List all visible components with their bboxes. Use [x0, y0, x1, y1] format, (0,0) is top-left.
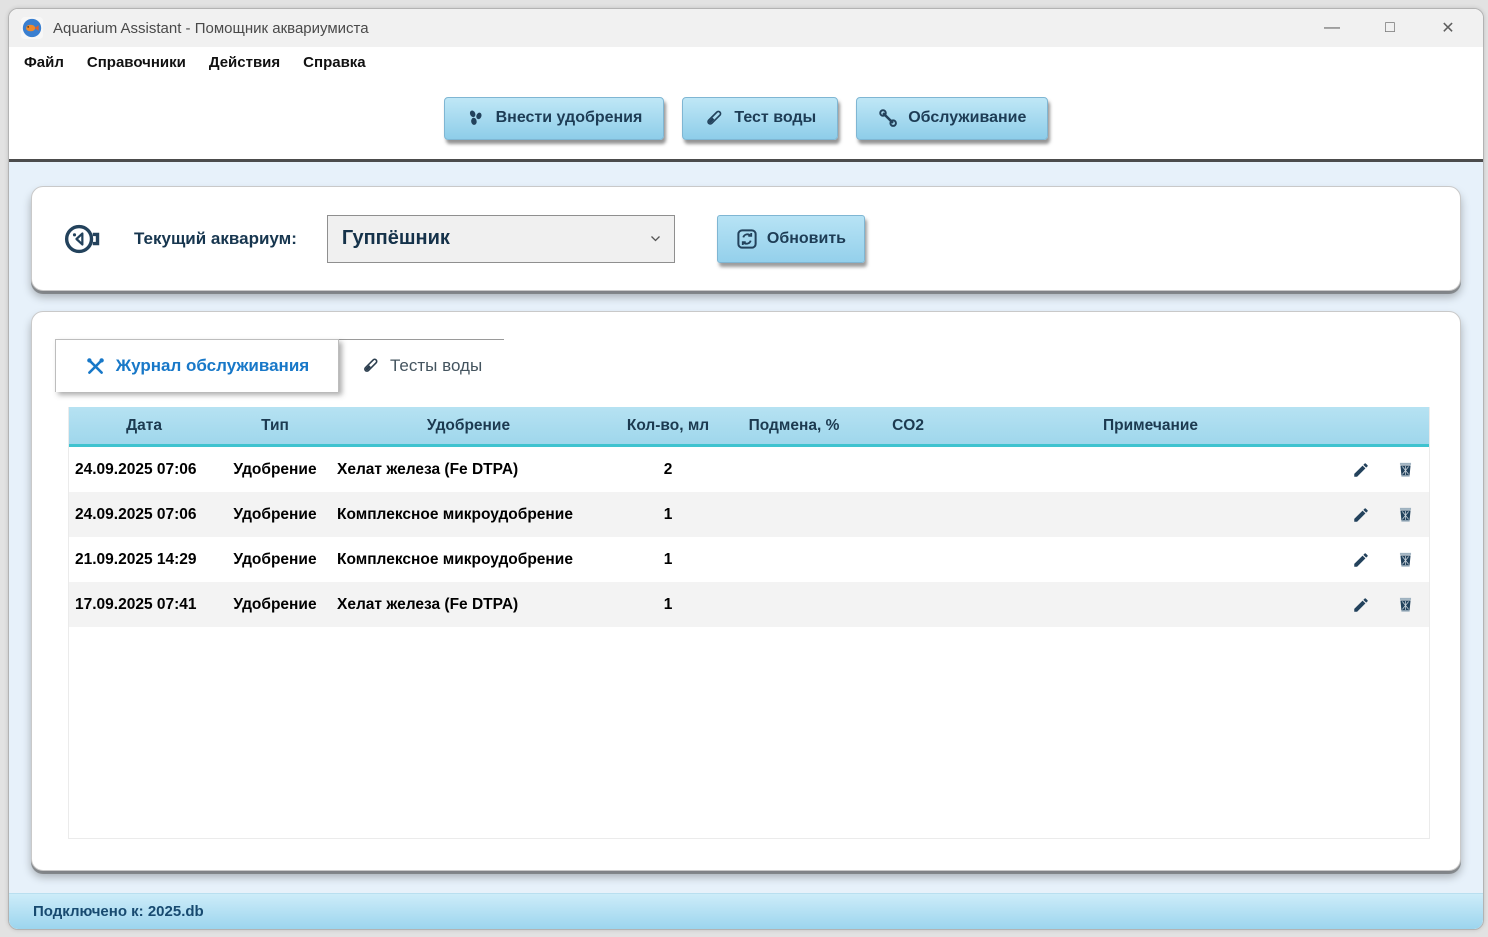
status-text: Подключено к: 2025.db	[33, 903, 204, 920]
cell-fertilizer: Хелат железа (Fe DTPA)	[337, 595, 519, 613]
maximize-button[interactable]: □	[1385, 19, 1395, 36]
tab-maintenance-journal-label: Журнал обслуживания	[115, 356, 310, 375]
status-bar: Подключено к: 2025.db	[9, 893, 1483, 929]
maintenance-button[interactable]: Обслуживание	[856, 96, 1049, 140]
title-bar: Aquarium Assistant - Помощник аквариумис…	[9, 9, 1483, 47]
client-area: Текущий аквариум: Гуппёшник Обновить	[9, 162, 1483, 893]
cell-date: 21.09.2025 14:29	[75, 550, 197, 568]
column-header-amount: Кол-во, мл	[626, 416, 710, 434]
chevron-down-icon	[650, 235, 660, 241]
fertilizer-drops-icon	[469, 110, 482, 125]
edit-pencil-icon[interactable]	[1352, 461, 1370, 479]
cell-amount: 1	[663, 550, 673, 568]
cell-fertilizer: Комплексное микроудобрение	[337, 550, 573, 568]
column-header-fertilizer: Удобрение	[426, 416, 511, 434]
cell-fertilizer: Хелат железа (Fe DTPA)	[337, 460, 519, 478]
table-row[interactable]: 17.09.2025 07:41 Удобрение Хелат железа …	[69, 582, 1429, 627]
toolbar: Внести удобрения Тест воды Обслуживание	[9, 77, 1483, 159]
menu-bar: Файл Справочники Действия Справка	[9, 47, 1483, 77]
crossed-tools-icon	[86, 357, 104, 374]
refresh-label: Обновить	[766, 229, 846, 247]
column-header-co2: CO2	[892, 416, 924, 434]
app-window: Aquarium Assistant - Помощник аквариумис…	[8, 8, 1484, 930]
maintenance-table: Дата Тип Удобрение Кол-во, мл Подмена, %…	[68, 407, 1430, 839]
column-header-type: Тип	[261, 416, 289, 434]
window-title: Aquarium Assistant - Помощник аквариумис…	[53, 19, 369, 37]
delete-trash-icon[interactable]	[1396, 460, 1415, 479]
edit-pencil-icon[interactable]	[1352, 506, 1370, 524]
edit-pencil-icon[interactable]	[1352, 596, 1370, 614]
water-test-button[interactable]: Тест воды	[682, 96, 839, 140]
delete-trash-icon[interactable]	[1396, 595, 1415, 614]
maintenance-table-body: 24.09.2025 07:06 Удобрение Хелат железа …	[69, 447, 1429, 627]
menu-actions[interactable]: Действия	[208, 53, 281, 71]
test-tube-icon	[707, 110, 722, 125]
edit-pencil-icon[interactable]	[1352, 551, 1370, 569]
table-row[interactable]: 24.09.2025 07:06 Удобрение Хелат железа …	[69, 447, 1429, 492]
menu-references[interactable]: Справочники	[86, 53, 186, 71]
add-fertilizer-button[interactable]: Внести удобрения	[443, 96, 665, 140]
add-fertilizer-label: Внести удобрения	[495, 109, 643, 126]
cell-date: 24.09.2025 07:06	[75, 460, 197, 478]
cell-date: 17.09.2025 07:41	[75, 595, 197, 613]
aquarium-selector-panel: Текущий аквариум: Гуппёшник Обновить	[31, 186, 1461, 291]
cell-fertilizer: Комплексное микроудобрение	[337, 505, 573, 523]
table-row[interactable]: 21.09.2025 14:29 Удобрение Комплексное м…	[69, 537, 1429, 582]
cell-amount: 1	[663, 505, 673, 523]
tab-water-tests-label: Тесты воды	[390, 355, 483, 375]
refresh-button[interactable]: Обновить	[716, 214, 865, 263]
cell-amount: 2	[663, 460, 673, 478]
cell-type: Удобрение	[233, 460, 317, 478]
cell-actions	[1343, 505, 1431, 524]
table-row[interactable]: 24.09.2025 07:06 Удобрение Комплексное м…	[69, 492, 1429, 537]
aquarium-select[interactable]: Гуппёшник	[326, 214, 675, 263]
tab-water-tests[interactable]: Тесты воды	[339, 339, 505, 391]
window-controls: — □ ✕	[1321, 18, 1473, 38]
water-test-label: Тест воды	[734, 109, 817, 126]
toolbar-divider	[9, 159, 1483, 162]
cell-type: Удобрение	[233, 595, 317, 613]
cell-amount: 1	[663, 595, 673, 613]
minimize-button[interactable]: —	[1324, 19, 1340, 36]
menu-help[interactable]: Справка	[303, 53, 366, 71]
tab-bar: Журнал обслуживания Тесты воды	[55, 339, 1460, 392]
column-header-note: Примечание	[1103, 416, 1198, 434]
menu-file[interactable]: Файл	[24, 53, 64, 71]
table-header-row: Дата Тип Удобрение Кол-во, мл Подмена, %…	[69, 407, 1429, 447]
column-header-date: Дата	[126, 416, 162, 434]
cell-date: 24.09.2025 07:06	[75, 505, 197, 523]
tab-maintenance-journal[interactable]: Журнал обслуживания	[55, 339, 339, 392]
app-logo-fish-icon	[21, 17, 43, 39]
close-button[interactable]: ✕	[1441, 20, 1455, 37]
aquarium-select-value: Гуппёшник	[341, 227, 450, 249]
cell-actions	[1343, 595, 1431, 614]
cell-type: Удобрение	[233, 550, 317, 568]
wrench-icon	[879, 109, 898, 127]
main-content-panel: Журнал обслуживания Тесты воды Дата Тип	[31, 311, 1461, 871]
fish-icon	[64, 224, 100, 253]
delete-trash-icon[interactable]	[1396, 550, 1415, 569]
maintenance-label: Обслуживание	[908, 109, 1027, 126]
refresh-icon	[737, 228, 757, 249]
column-header-water-change: Подмена, %	[748, 416, 840, 434]
cell-actions	[1343, 550, 1431, 569]
cell-actions	[1343, 460, 1431, 479]
cell-type: Удобрение	[233, 505, 317, 523]
test-tube-icon	[364, 358, 378, 372]
delete-trash-icon[interactable]	[1396, 505, 1415, 524]
current-aquarium-label: Текущий аквариум:	[134, 228, 297, 248]
